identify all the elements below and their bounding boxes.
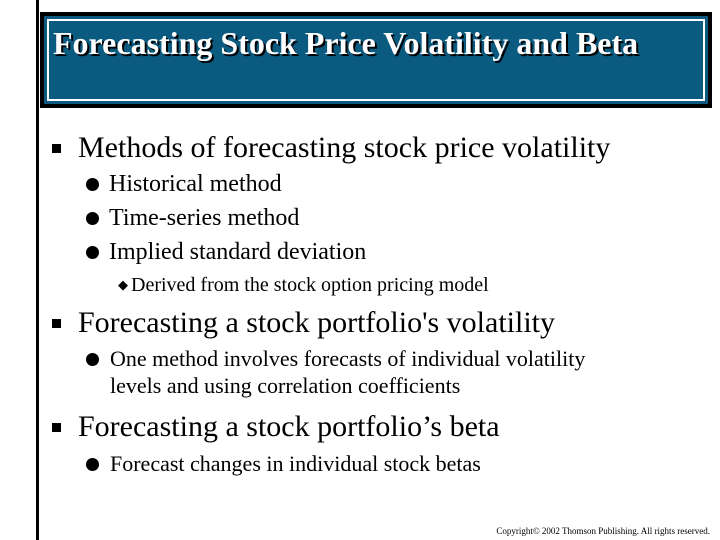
copyright-notice: Copyright© 2002 Thomson Publishing. All …	[496, 526, 710, 536]
diamond-bullet-icon: ◆	[118, 278, 128, 293]
subsubbullet-derived-option-pricing: Derived from the stock option pricing mo…	[131, 274, 489, 296]
subbullet-forecast-changes: Forecast changes in individual stock bet…	[110, 451, 481, 476]
slide-title: Forecasting Stock Price Volatility and B…	[53, 25, 639, 61]
square-bullet-icon	[52, 144, 61, 153]
square-bullet-icon	[52, 319, 61, 328]
round-bullet-icon	[86, 212, 99, 225]
left-margin-rule	[36, 0, 39, 540]
round-bullet-icon	[86, 246, 99, 259]
title-banner	[40, 12, 712, 108]
bullet-methods-forecasting: Methods of forecasting stock price volat…	[78, 131, 611, 164]
round-bullet-icon	[86, 178, 99, 191]
bullet-portfolio-volatility: Forecasting a stock portfolio's volatili…	[78, 306, 555, 339]
subbullet-implied-standard-deviation: Implied standard deviation	[109, 239, 367, 265]
subbullet-time-series-method: Time-series method	[109, 205, 300, 231]
bullet-portfolio-beta: Forecasting a stock portfolio’s beta	[78, 410, 500, 443]
subbullet-one-method-line1: One method involves forecasts of individ…	[110, 346, 586, 371]
title-banner-inner-border	[47, 19, 705, 101]
subbullet-historical-method: Historical method	[109, 171, 282, 197]
square-bullet-icon	[52, 423, 61, 432]
round-bullet-icon	[86, 458, 99, 471]
subbullet-one-method-line2: levels and using correlation coefficient…	[110, 373, 461, 398]
round-bullet-icon	[86, 353, 99, 366]
